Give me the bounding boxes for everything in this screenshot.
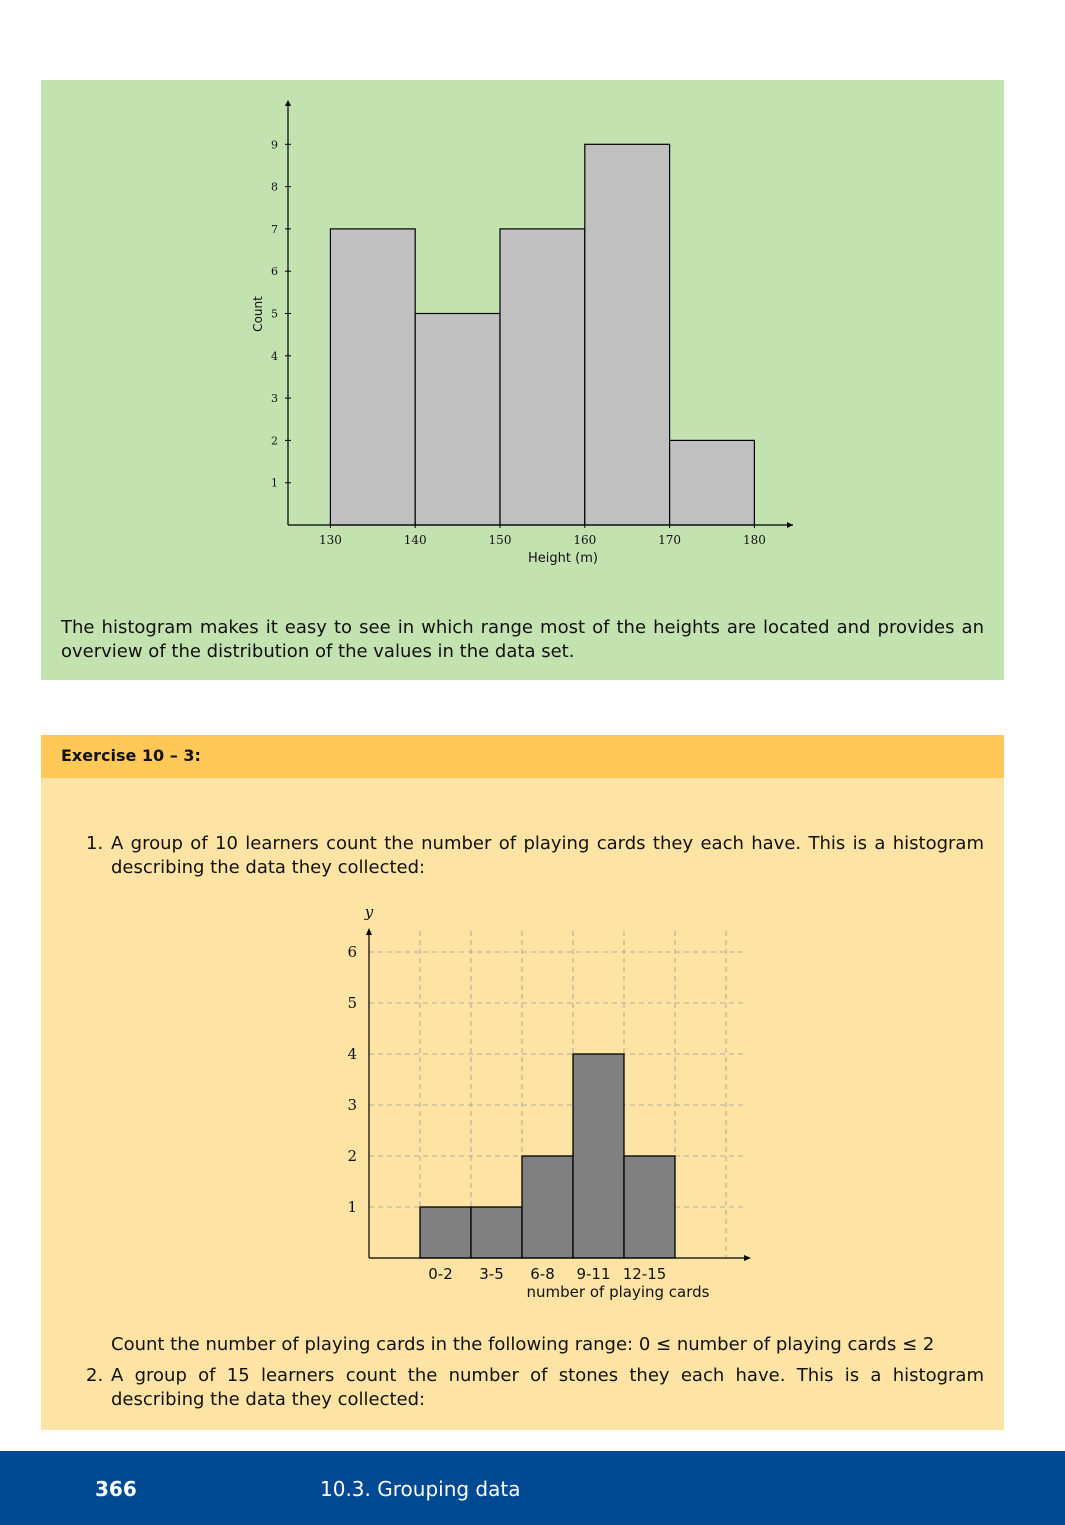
x-tick-label: 170 — [658, 533, 681, 547]
x-tick-label: 180 — [743, 533, 766, 547]
y-tick-label: 5 — [271, 308, 278, 321]
x-axis-arrow — [787, 522, 793, 528]
x-tick-label: 150 — [489, 533, 512, 547]
y-tick-label: 9 — [271, 138, 278, 151]
y-tick-label: 3 — [347, 1096, 357, 1114]
y-tick-label: 7 — [271, 223, 278, 236]
x-category-label: 12-15 — [623, 1265, 667, 1283]
x-category-label: 0-2 — [428, 1265, 453, 1283]
x-tick-label: 130 — [319, 533, 342, 547]
y-axis-arrow — [366, 928, 372, 935]
y-tick-label: 1 — [347, 1198, 357, 1216]
example-box: 130 140 150 160 170 180 1 2 3 4 5 6 7 8 9 Height (m) Cou… — [41, 80, 1004, 680]
question-1-number: 1. — [86, 833, 104, 854]
histogram-bar-9-11 — [572, 1053, 625, 1259]
histogram-bar-0-2 — [419, 1206, 472, 1259]
y-tick-label: 1 — [271, 477, 278, 490]
question-2-number: 2. — [86, 1365, 104, 1386]
histogram-bar-12-15 — [623, 1155, 676, 1259]
exercise-title: Exercise 10 – 3: — [61, 746, 201, 765]
histogram-bar-4 — [584, 143, 671, 526]
exercise-box: Exercise 10 – 3: 1. A group of 10 learne… — [41, 735, 1004, 1430]
x-axis-arrow — [744, 1255, 751, 1261]
histogram-bar-3-5 — [470, 1206, 523, 1259]
page-number: 366 — [95, 1477, 137, 1501]
example-paragraph: The histogram makes it easy to see in wh… — [61, 617, 984, 662]
x-category-label: 9-11 — [576, 1265, 610, 1283]
x-tick-label: 160 — [573, 533, 596, 547]
histogram-bar-5 — [668, 439, 755, 526]
y-tick-label: 6 — [271, 265, 278, 278]
page-footer: 366 10.3. Grouping data — [0, 1451, 1065, 1525]
histogram-bar-3 — [499, 228, 586, 526]
question-1-text: A group of 10 learners count the number … — [111, 833, 984, 878]
y-tick-label: 6 — [347, 943, 357, 961]
histogram-bar-6-8 — [521, 1155, 574, 1259]
x-category-label: 3-5 — [479, 1265, 504, 1283]
y-tick-label: 5 — [347, 994, 357, 1012]
y-axis-label: Count — [251, 296, 265, 332]
x-tick-label: 140 — [404, 533, 427, 547]
height-histogram: 130 140 150 160 170 180 1 2 3 4 5 6 7 8 9 Height (m) Cou… — [251, 100, 793, 566]
histogram-bar-1 — [329, 228, 416, 526]
y-tick-label: 4 — [271, 350, 278, 363]
section-title: 10.3. Grouping data — [320, 1477, 521, 1501]
y-axis-label: y — [364, 903, 374, 921]
x-category-label: 6-8 — [530, 1265, 555, 1283]
histogram-bar-2 — [414, 312, 501, 526]
y-tick-label: 3 — [271, 392, 278, 405]
question-1-prompt: Count the number of playing cards in the… — [111, 1334, 935, 1355]
y-tick-label: 2 — [271, 434, 278, 447]
x-axis-label: number of playing cards — [527, 1283, 710, 1301]
y-axis-arrow — [285, 100, 291, 106]
y-tick-label: 4 — [347, 1045, 357, 1063]
y-tick-label: 2 — [347, 1147, 357, 1165]
y-tick-label: 8 — [271, 181, 278, 194]
question-2-text: A group of 15 learners count the number … — [111, 1365, 984, 1410]
exercise-header: Exercise 10 – 3: — [41, 735, 1004, 778]
x-axis-label: Height (m) — [528, 551, 598, 566]
